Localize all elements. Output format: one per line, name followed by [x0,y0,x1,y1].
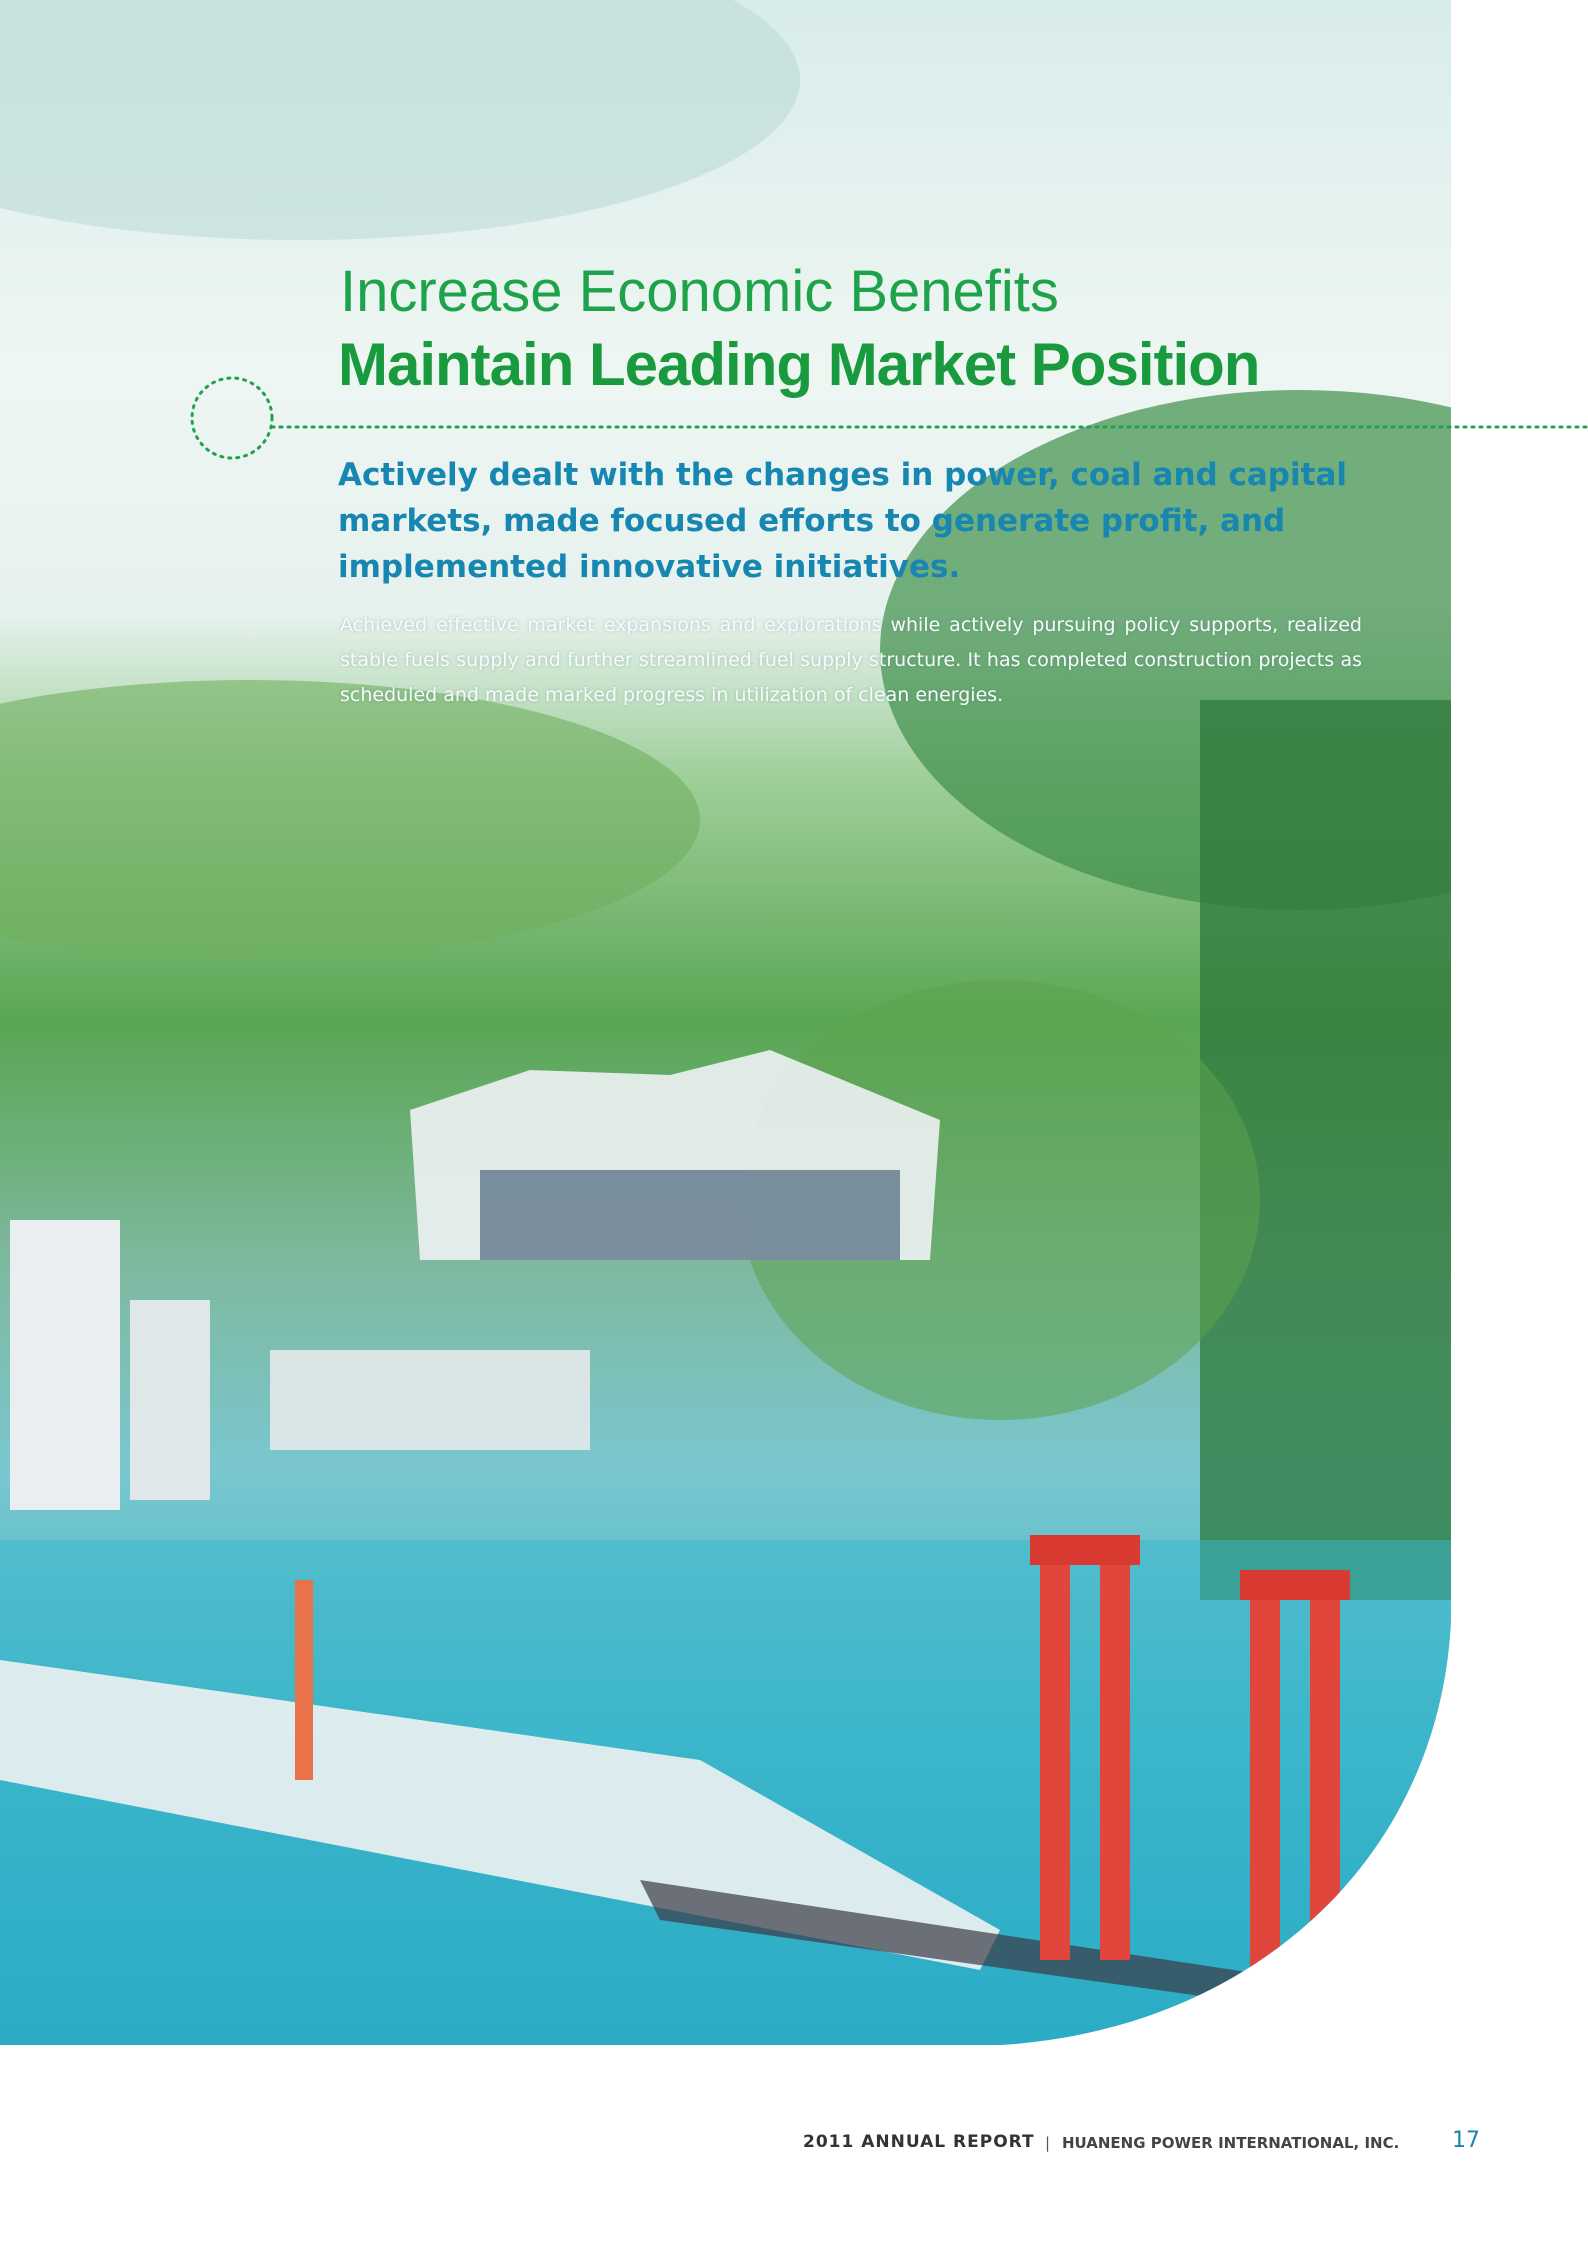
crane-top [1030,1535,1140,1565]
footer-separator: | [1045,2134,1050,2152]
building [130,1300,210,1500]
crane [295,1580,313,1780]
building [270,1350,590,1450]
body-text: Achieved effective market expansions and… [340,608,1362,713]
heading-line: Increase Economic Benefits [340,258,1059,325]
crane [1100,1560,1130,1960]
shed-shadow [480,1170,900,1260]
footer-report: 2011 ANNUAL REPORT [803,2132,1035,2152]
page: {"heading": {"line1": "Increase Economic… [0,0,1588,2246]
page-number: 17 [1452,2128,1480,2153]
crane-top [1240,1570,1350,1600]
heading-line: Maintain Leading Market Position [338,330,1259,399]
subheading: Actively dealt with the changes in power… [338,452,1388,590]
crane [1040,1540,1070,1960]
crane [1310,1580,1340,1980]
building [10,1220,120,1510]
crane [1250,1580,1280,1980]
footer-company: HUANENG POWER INTERNATIONAL, INC. [1062,2134,1399,2152]
